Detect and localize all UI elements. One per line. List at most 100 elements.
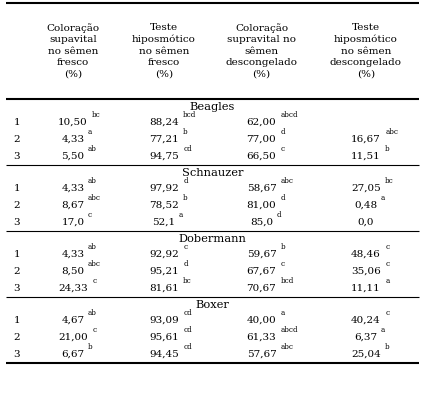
Text: 10,50: 10,50	[58, 118, 88, 127]
Text: 81,61: 81,61	[149, 284, 179, 293]
Text: cd: cd	[183, 309, 192, 318]
Text: b: b	[183, 128, 188, 136]
Text: 2: 2	[14, 201, 20, 210]
Text: c: c	[183, 243, 187, 252]
Text: 77,21: 77,21	[149, 135, 179, 144]
Text: 2: 2	[14, 267, 20, 276]
Text: 4,67: 4,67	[62, 316, 85, 325]
Text: Dobermann: Dobermann	[178, 234, 246, 243]
Text: bc: bc	[385, 177, 394, 185]
Text: bcd: bcd	[183, 111, 197, 119]
Text: 62,00: 62,00	[246, 118, 276, 127]
Text: Teste
hiposmótico
no sêmen
fresco
(%): Teste hiposmótico no sêmen fresco (%)	[132, 23, 196, 79]
Text: bc: bc	[183, 277, 192, 286]
Text: 3: 3	[14, 152, 20, 161]
Text: Schnauzer: Schnauzer	[182, 168, 243, 177]
Text: bc: bc	[92, 111, 101, 119]
Text: 17,0: 17,0	[62, 218, 85, 227]
Text: 4,33: 4,33	[62, 250, 85, 259]
Text: abcd: abcd	[280, 111, 298, 119]
Text: c: c	[92, 277, 96, 286]
Text: 61,33: 61,33	[246, 333, 276, 342]
Text: ab: ab	[88, 309, 97, 318]
Text: 2: 2	[14, 135, 20, 144]
Text: d: d	[183, 260, 188, 269]
Text: Coloração
supravital no
sêmen
descongelado
(%): Coloração supravital no sêmen descongela…	[226, 23, 298, 79]
Text: Teste
hiposmótico
no sêmen
descongelado
(%): Teste hiposmótico no sêmen descongelado …	[330, 23, 402, 79]
Text: 24,33: 24,33	[58, 284, 88, 293]
Text: abc: abc	[88, 194, 101, 202]
Text: 25,04: 25,04	[351, 350, 381, 359]
Text: 58,67: 58,67	[246, 184, 276, 193]
Text: 59,67: 59,67	[246, 250, 276, 259]
Text: c: c	[385, 243, 389, 252]
Text: abcd: abcd	[280, 326, 298, 335]
Text: b: b	[280, 243, 285, 252]
Text: abc: abc	[88, 260, 101, 269]
Text: d: d	[276, 211, 281, 220]
Text: c: c	[92, 326, 96, 335]
Text: c: c	[88, 211, 92, 220]
Text: b: b	[88, 343, 93, 352]
Text: 6,37: 6,37	[354, 333, 377, 342]
Text: 11,51: 11,51	[351, 152, 381, 161]
Text: 4,33: 4,33	[62, 184, 85, 193]
Text: 78,52: 78,52	[149, 201, 179, 210]
Text: 48,46: 48,46	[351, 250, 381, 259]
Text: 67,67: 67,67	[246, 267, 276, 276]
Text: 1: 1	[14, 184, 20, 193]
Text: abc: abc	[280, 177, 294, 185]
Text: 1: 1	[14, 250, 20, 259]
Text: a: a	[381, 326, 385, 335]
Text: 0,48: 0,48	[354, 201, 377, 210]
Text: c: c	[385, 260, 389, 269]
Text: 11,11: 11,11	[351, 284, 381, 293]
Text: 3: 3	[14, 218, 20, 227]
Text: 2: 2	[14, 333, 20, 342]
Text: 97,92: 97,92	[149, 184, 179, 193]
Text: ab: ab	[88, 177, 97, 185]
Text: 8,50: 8,50	[62, 267, 85, 276]
Text: 6,67: 6,67	[62, 350, 85, 359]
Text: abc: abc	[385, 128, 398, 136]
Text: Boxer: Boxer	[196, 300, 230, 309]
Text: d: d	[280, 194, 285, 202]
Text: c: c	[280, 260, 285, 269]
Text: 1: 1	[14, 316, 20, 325]
Text: 88,24: 88,24	[149, 118, 179, 127]
Text: Beagles: Beagles	[190, 102, 235, 111]
Text: 94,45: 94,45	[149, 350, 179, 359]
Text: 3: 3	[14, 350, 20, 359]
Text: cd: cd	[183, 326, 192, 335]
Text: c: c	[385, 309, 389, 318]
Text: 1: 1	[14, 118, 20, 127]
Text: 95,61: 95,61	[149, 333, 179, 342]
Text: 94,75: 94,75	[149, 152, 179, 161]
Text: 93,09: 93,09	[149, 316, 179, 325]
Text: 35,06: 35,06	[351, 267, 381, 276]
Text: b: b	[385, 145, 390, 153]
Text: a: a	[88, 128, 92, 136]
Text: d: d	[280, 128, 285, 136]
Text: 57,67: 57,67	[246, 350, 276, 359]
Text: 8,67: 8,67	[62, 201, 85, 210]
Text: abc: abc	[280, 343, 294, 352]
Text: 21,00: 21,00	[58, 333, 88, 342]
Text: 4,33: 4,33	[62, 135, 85, 144]
Text: 0,0: 0,0	[358, 218, 374, 227]
Text: 77,00: 77,00	[246, 135, 276, 144]
Text: 5,50: 5,50	[62, 152, 85, 161]
Text: 16,67: 16,67	[351, 135, 381, 144]
Text: 92,92: 92,92	[149, 250, 179, 259]
Text: c: c	[280, 145, 285, 153]
Text: d: d	[183, 177, 188, 185]
Text: 40,00: 40,00	[246, 316, 276, 325]
Text: b: b	[385, 343, 390, 352]
Text: cd: cd	[183, 145, 192, 153]
Text: 81,00: 81,00	[246, 201, 276, 210]
Text: ab: ab	[88, 243, 97, 252]
Text: a: a	[280, 309, 285, 318]
Text: 52,1: 52,1	[153, 218, 176, 227]
Text: b: b	[183, 194, 188, 202]
Text: cd: cd	[183, 343, 192, 352]
